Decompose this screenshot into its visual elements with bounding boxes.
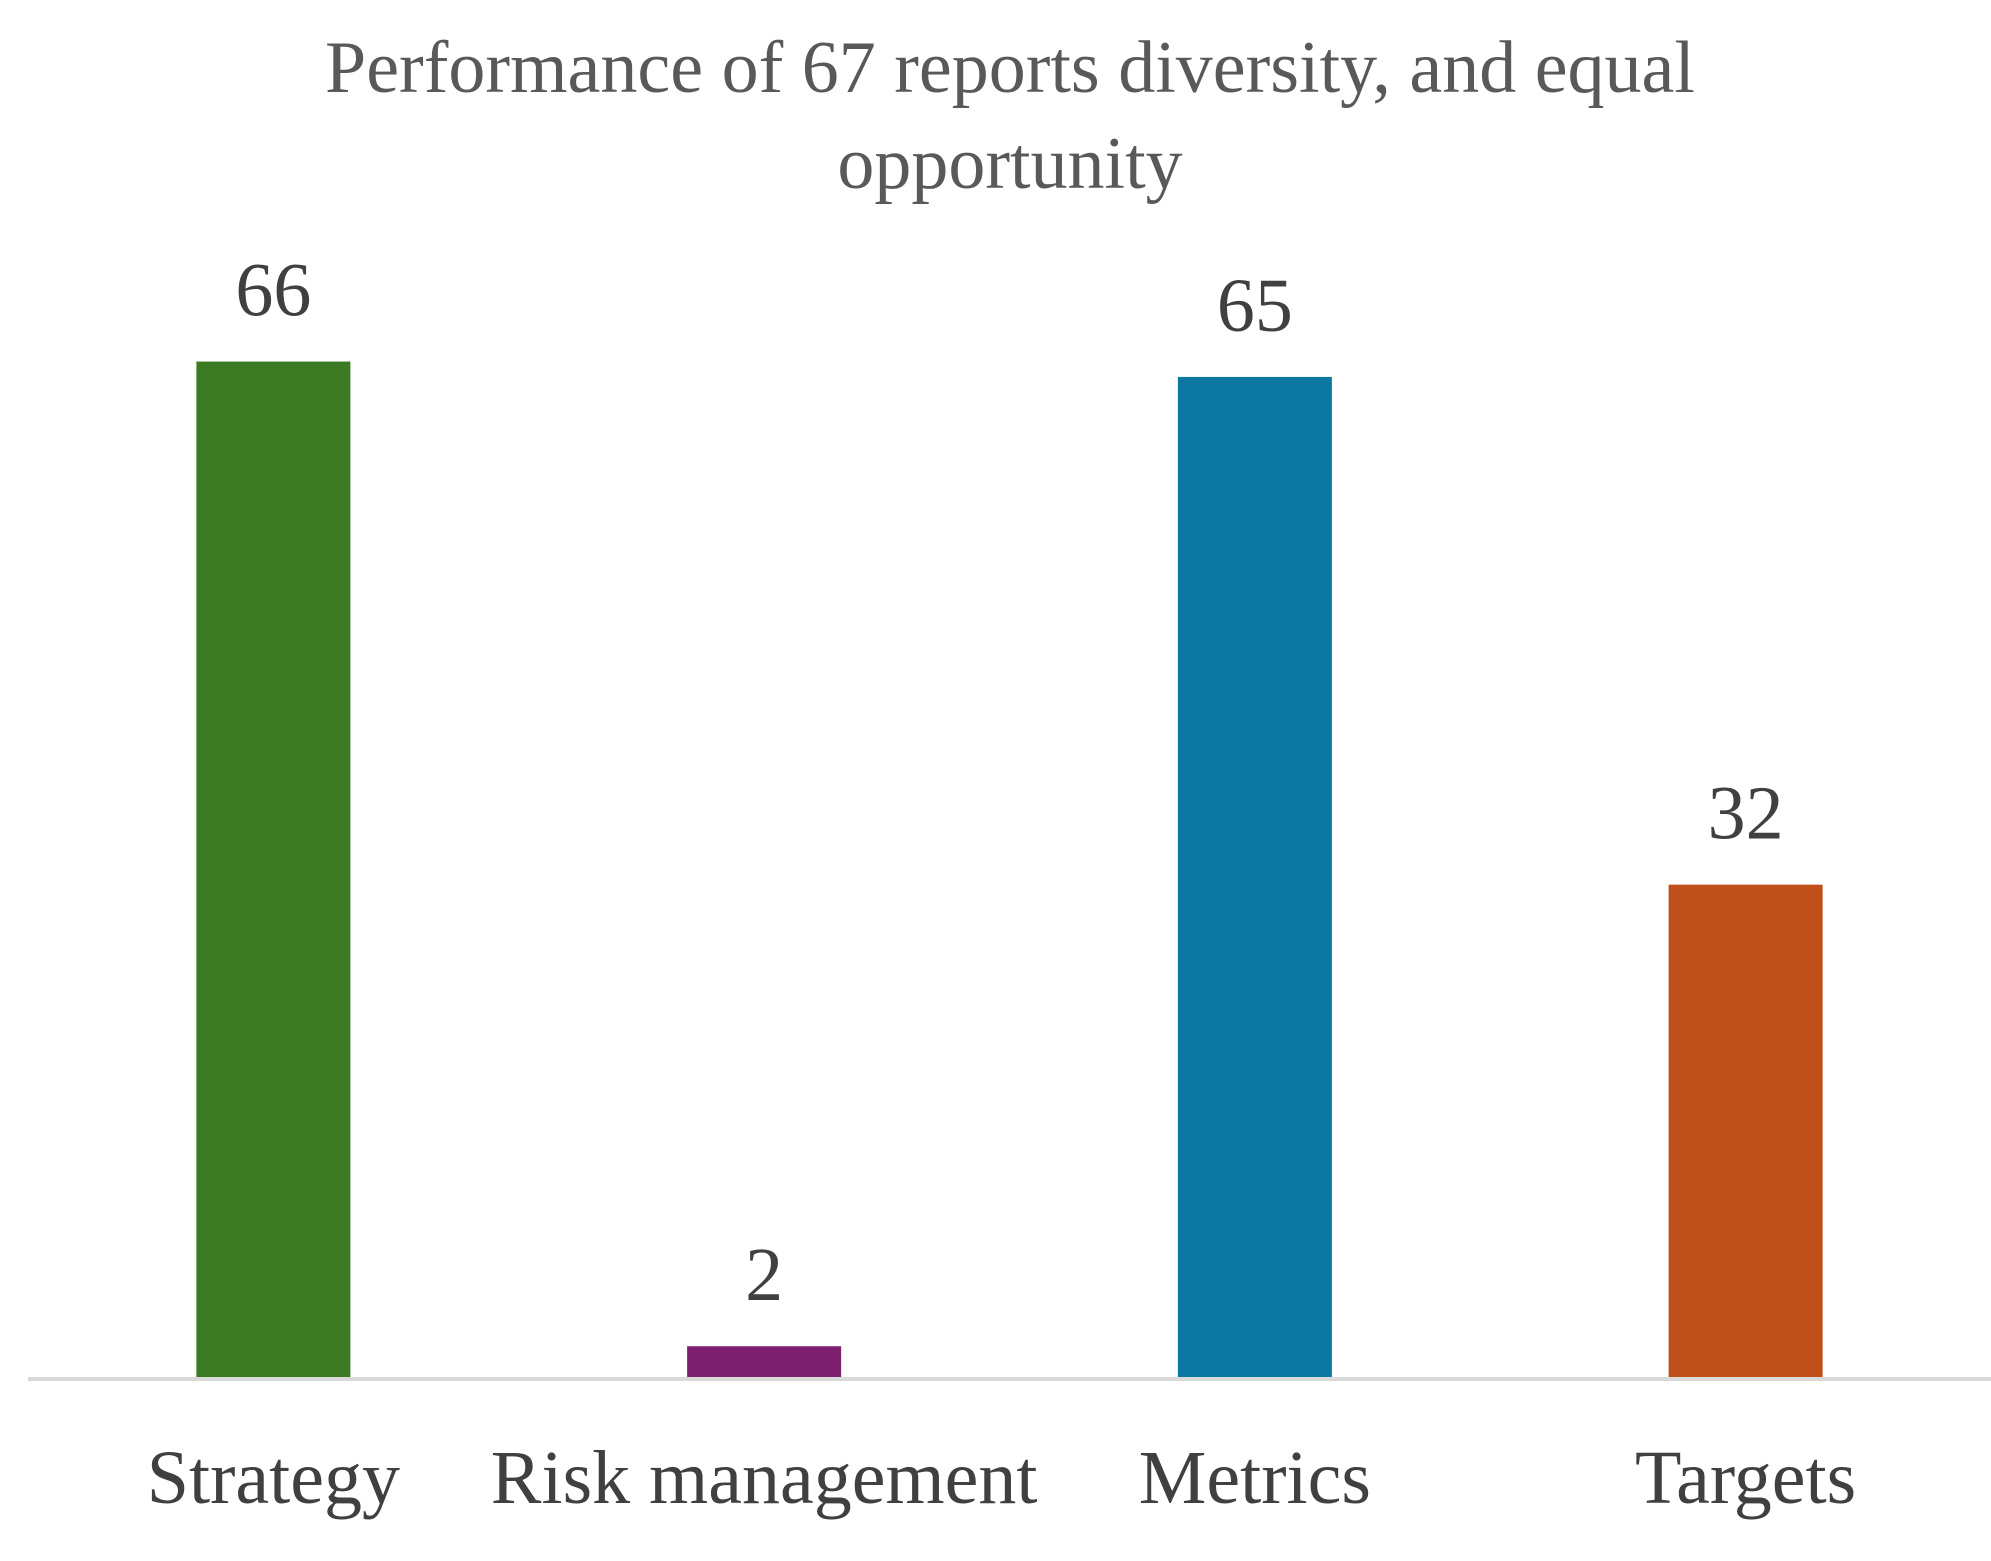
x-tick-label: Targets: [1635, 1436, 1856, 1520]
bar: [196, 361, 351, 1377]
value-label: 32: [1708, 772, 1784, 856]
bar: [1668, 884, 1823, 1377]
value-label: 2: [745, 1233, 783, 1317]
chart-title: Performance of 67 reports diversity, and…: [325, 27, 1695, 205]
bar: [687, 1346, 842, 1377]
x-tick-label: Metrics: [1139, 1436, 1371, 1520]
x-tick-label: Risk management: [491, 1436, 1038, 1520]
value-label: 65: [1217, 264, 1293, 348]
value-label: 66: [235, 249, 311, 333]
bar: [1177, 376, 1332, 1377]
x-tick-label: Strategy: [147, 1436, 400, 1520]
